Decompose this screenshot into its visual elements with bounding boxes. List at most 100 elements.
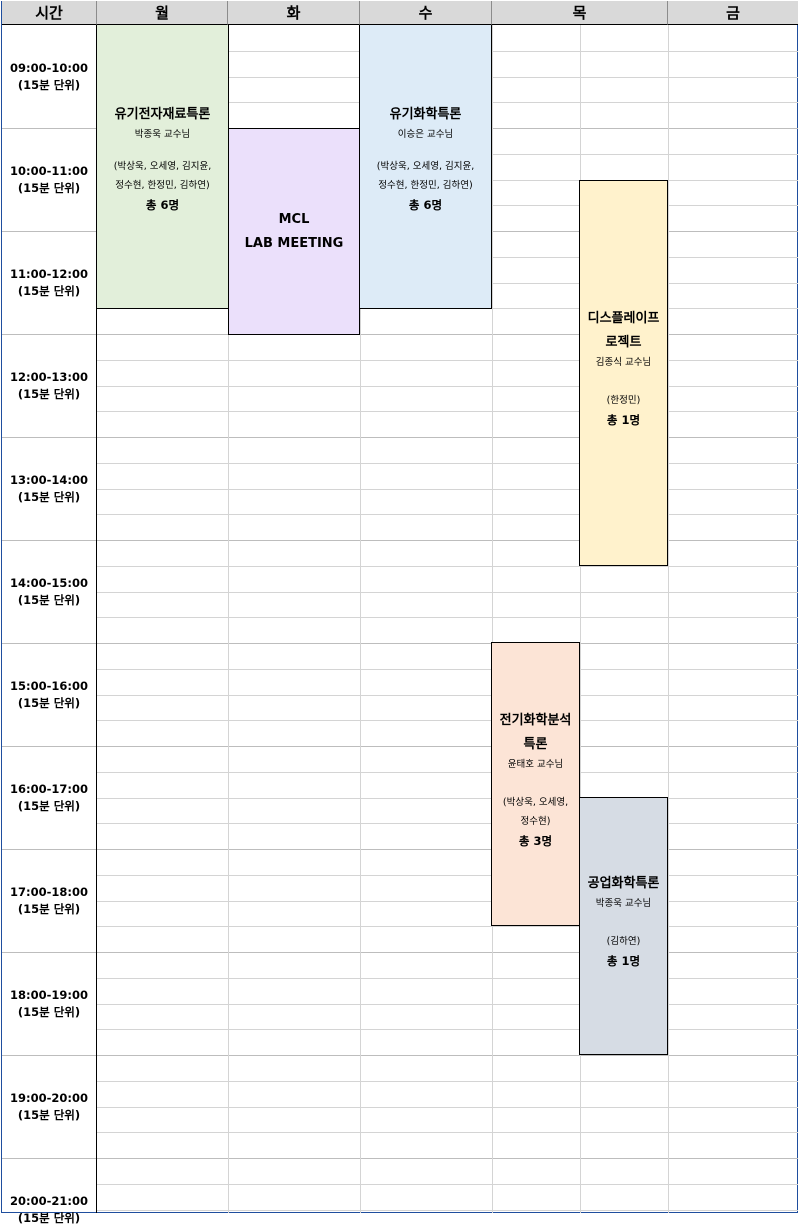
hour-gridline [2, 746, 798, 747]
quarter-gridline [97, 1107, 798, 1108]
time-range: 10:00-11:00 [10, 164, 88, 178]
time-unit: (15분 단위) [17, 696, 81, 710]
time-unit: (15분 단위) [17, 1005, 81, 1019]
quarter-gridline [97, 669, 798, 670]
quarter-gridline [97, 926, 798, 927]
event-professor: 윤태호 교수님 [507, 759, 564, 770]
time-unit: (15분 단위) [17, 799, 81, 813]
time-range: 12:00-13:00 [10, 370, 88, 384]
event-professor: 이승은 교수님 [397, 129, 454, 140]
header-time: 시간 [2, 1, 97, 25]
header-day-tue: 화 [228, 1, 360, 25]
time-unit: (15분 단위) [17, 181, 81, 195]
quarter-gridline [97, 720, 798, 721]
quarter-gridline [97, 592, 798, 593]
event-wed-organic-chemistry[interactable]: 유기화학특론 이승은 교수님 (박상욱, 오세영, 김지윤, 정수현, 한정민,… [359, 25, 492, 309]
quarter-gridline [97, 489, 798, 490]
event-title: MCL [278, 212, 310, 227]
event-professor: 박종욱 교수님 [595, 898, 652, 909]
event-participants: (박상욱, 오세영, 김지윤, [376, 161, 475, 172]
event-title: 공업화학특론 [587, 876, 660, 891]
time-slot-label: 16:00-17:00 (15분 단위) [2, 781, 96, 815]
event-title: 특론 [523, 737, 548, 752]
quarter-gridline [97, 823, 798, 824]
column-divider [360, 25, 361, 1213]
event-title: LAB MEETING [244, 236, 344, 251]
quarter-gridline [97, 901, 798, 902]
time-slot-label: 12:00-13:00 (15분 단위) [2, 369, 96, 403]
event-participants: (박상욱, 오세영, [502, 797, 569, 808]
event-participants: 정수현, 한정민, 김하연) [378, 180, 473, 191]
time-unit: (15분 단위) [17, 1211, 81, 1225]
event-participants: 정수현, 한정민, 김하연) [115, 180, 210, 191]
quarter-gridline [97, 1184, 798, 1185]
time-slot-label: 18:00-19:00 (15분 단위) [2, 987, 96, 1021]
time-range: 19:00-20:00 [10, 1091, 88, 1105]
time-unit: (15분 단위) [17, 78, 81, 92]
time-range: 09:00-10:00 [10, 61, 88, 75]
time-unit: (15분 단위) [17, 1108, 81, 1122]
quarter-gridline [97, 1004, 798, 1005]
time-range: 13:00-14:00 [10, 473, 88, 487]
hour-gridline [2, 334, 798, 335]
time-slot-label: 17:00-18:00 (15분 단위) [2, 884, 96, 918]
time-slot-label: 20:00-21:00 (15분 단위) [2, 1193, 96, 1227]
event-title: 전기화학분석 [499, 713, 572, 728]
quarter-gridline [97, 463, 798, 464]
time-range: 17:00-18:00 [10, 885, 88, 899]
column-divider [96, 25, 97, 1213]
event-professor: 김종식 교수님 [595, 357, 652, 368]
hour-gridline [2, 1158, 798, 1159]
quarter-gridline [97, 617, 798, 618]
event-count: 총 1명 [606, 413, 641, 427]
quarter-gridline [97, 1081, 798, 1082]
column-divider [492, 25, 493, 1213]
event-count: 총 6명 [145, 198, 180, 212]
event-title: 로젝트 [605, 335, 642, 350]
event-mon-organic-electronic-materials[interactable]: 유기전자재료특론 박종욱 교수님 (박상욱, 오세영, 김지윤, 정수현, 한정… [96, 25, 229, 309]
hour-gridline [2, 1055, 798, 1056]
quarter-gridline [97, 360, 798, 361]
hour-gridline [2, 849, 798, 850]
quarter-gridline [97, 566, 798, 567]
time-slot-label: 19:00-20:00 (15분 단위) [2, 1090, 96, 1124]
time-unit: (15분 단위) [17, 490, 81, 504]
time-unit: (15분 단위) [17, 902, 81, 916]
time-slot-label: 11:00-12:00 (15분 단위) [2, 266, 96, 300]
event-thu-electrochemical-analysis[interactable]: 전기화학분석 특론 윤태호 교수님 (박상욱, 오세영, 정수현) 총 3명 [491, 642, 580, 926]
event-thu-display-project[interactable]: 디스플레이프 로젝트 김종식 교수님 (한정민) 총 1명 [579, 180, 668, 566]
column-divider [668, 25, 669, 1213]
event-thu-industrial-chemistry[interactable]: 공업화학특론 박종욱 교수님 (김하연) 총 1명 [579, 797, 668, 1055]
event-participants: 정수현) [520, 816, 551, 827]
time-range: 18:00-19:00 [10, 988, 88, 1002]
event-title: 유기화학특론 [389, 107, 462, 122]
hour-gridline [2, 952, 798, 953]
event-participants: (한정민) [606, 395, 641, 406]
time-unit: (15분 단위) [17, 593, 81, 607]
time-slot-label: 09:00-10:00 (15분 단위) [2, 60, 96, 94]
quarter-gridline [97, 772, 798, 773]
quarter-gridline [97, 1029, 798, 1030]
quarter-gridline [97, 798, 798, 799]
quarter-gridline [97, 695, 798, 696]
quarter-gridline [97, 1210, 798, 1211]
time-slot-label: 13:00-14:00 (15분 단위) [2, 472, 96, 506]
header-day-fri: 금 [668, 1, 798, 25]
event-participants: (김하연) [606, 936, 641, 947]
event-count: 총 6명 [408, 198, 443, 212]
event-title: 디스플레이프 [587, 311, 660, 326]
time-slot-label: 10:00-11:00 (15분 단위) [2, 163, 96, 197]
time-unit: (15분 단위) [17, 284, 81, 298]
hour-gridline [2, 540, 798, 541]
column-divider [228, 25, 229, 1213]
time-range: 15:00-16:00 [10, 679, 88, 693]
hour-gridline [2, 437, 798, 438]
quarter-gridline [97, 875, 798, 876]
time-range: 16:00-17:00 [10, 782, 88, 796]
header-day-wed: 수 [360, 1, 492, 25]
time-unit: (15분 단위) [17, 387, 81, 401]
quarter-gridline [97, 386, 798, 387]
time-slot-label: 14:00-15:00 (15분 단위) [2, 575, 96, 609]
event-tue-lab-meeting[interactable]: MCL LAB MEETING [228, 128, 360, 335]
time-slot-label: 15:00-16:00 (15분 단위) [2, 678, 96, 712]
